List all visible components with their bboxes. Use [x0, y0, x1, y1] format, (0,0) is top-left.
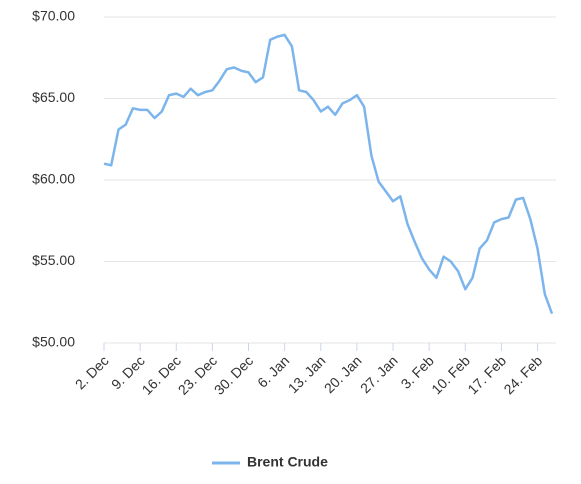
x-tick-label: 20. Jan: [321, 352, 365, 396]
x-tick-label: 27. Jan: [357, 352, 401, 396]
y-tick-label: $70.00: [32, 8, 75, 24]
series-line: [103, 33, 554, 315]
legend: Brent Crude: [212, 454, 328, 470]
x-tick-label: 24. Feb: [500, 352, 545, 397]
y-tick-label: $60.00: [32, 171, 75, 187]
x-tick-label: 13. Jan: [285, 352, 329, 396]
x-tick-label: 17. Feb: [464, 352, 509, 397]
x-tick-label: 23. Dec: [175, 352, 220, 397]
y-tick-label: $55.00: [32, 252, 75, 268]
x-tick-label: 30. Dec: [211, 352, 256, 397]
legend-label: Brent Crude: [247, 454, 328, 470]
y-tick-label: $65.00: [32, 89, 75, 105]
y-tick-label: $50.00: [32, 334, 75, 350]
x-tick-label: 10. Feb: [428, 352, 473, 397]
x-tick-label: 16. Dec: [139, 352, 184, 397]
x-tick-label: 2. Dec: [72, 352, 112, 392]
